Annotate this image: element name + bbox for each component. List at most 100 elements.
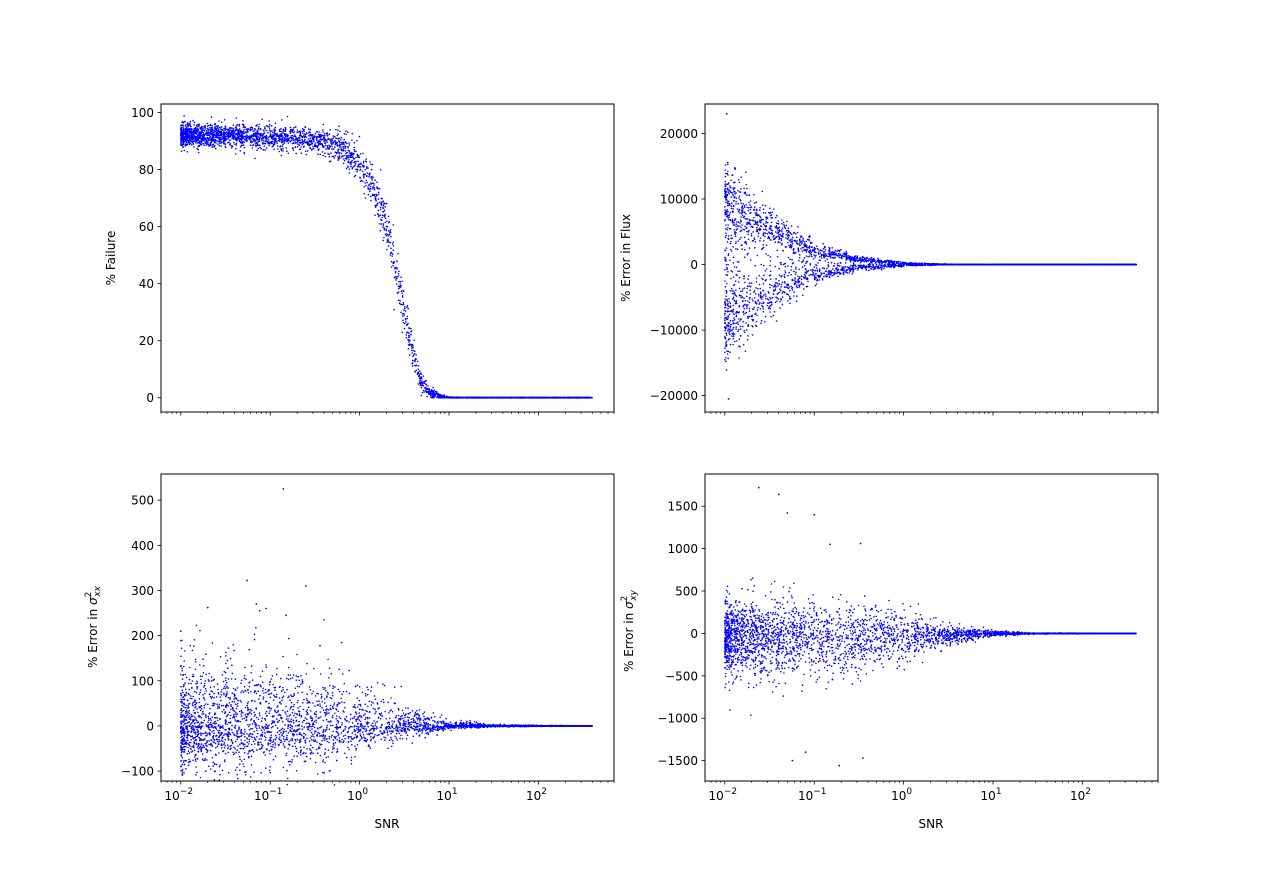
failure-point <box>347 157 349 159</box>
failure-point <box>265 138 267 140</box>
failure-point <box>397 287 400 290</box>
failure-point <box>396 277 398 279</box>
failure-point <box>213 146 216 148</box>
failure-point <box>363 175 365 177</box>
failure-point <box>312 136 315 139</box>
flux-point <box>816 280 818 282</box>
failure-point <box>192 131 195 134</box>
failure-point <box>214 136 217 138</box>
failure-point <box>296 137 299 140</box>
failure-point <box>341 143 343 146</box>
failure-point <box>220 137 222 139</box>
failure-point <box>330 141 332 144</box>
failure-point <box>380 223 383 225</box>
failure-point <box>292 149 295 151</box>
failure-point <box>326 145 329 147</box>
flux-point <box>754 212 756 214</box>
flux-point <box>787 265 789 267</box>
failure-point <box>384 202 386 205</box>
failure-point <box>347 166 349 168</box>
failure-point <box>231 133 234 135</box>
failure-point <box>318 134 321 137</box>
failure-point <box>227 138 229 140</box>
failure-point <box>276 133 279 136</box>
failure-point <box>209 142 212 145</box>
failure-point <box>351 159 353 162</box>
failure-point <box>386 248 388 251</box>
failure-point <box>289 140 292 143</box>
flux-point <box>813 266 816 269</box>
failure-point <box>288 137 291 139</box>
failure-point <box>338 153 341 155</box>
flux-point <box>800 278 803 281</box>
failure-point <box>379 214 382 216</box>
failure-point <box>375 199 377 202</box>
failure-point <box>303 134 305 137</box>
failure-point <box>491 396 493 399</box>
failure-point <box>348 144 351 146</box>
failure-point <box>209 131 212 134</box>
failure-point <box>274 138 277 141</box>
failure-point <box>392 262 394 264</box>
failure-point <box>182 129 185 131</box>
failure-point <box>336 134 339 137</box>
failure-point <box>338 137 341 140</box>
failure-point <box>439 395 441 398</box>
failure-point <box>382 210 385 213</box>
failure-point <box>419 372 422 375</box>
failure-point <box>238 123 241 126</box>
flux-point <box>741 244 743 246</box>
failure-point <box>344 154 346 157</box>
failure-point <box>339 130 341 133</box>
failure-point <box>326 139 328 141</box>
failure-point <box>394 276 397 278</box>
failure-point <box>347 131 349 133</box>
flux-point <box>760 319 763 322</box>
failure-point <box>254 135 257 138</box>
failure-point <box>229 139 231 141</box>
failure-point <box>382 226 384 229</box>
failure-point <box>247 136 249 138</box>
failure-point <box>302 129 305 131</box>
failure-point <box>218 142 221 144</box>
failure-point <box>295 152 298 155</box>
failure-point <box>181 140 184 143</box>
failure-point <box>237 129 239 132</box>
failure-point <box>211 146 213 148</box>
failure-point <box>332 155 335 158</box>
failure-point <box>251 147 254 149</box>
failure-point <box>280 154 283 157</box>
flux-point <box>781 227 784 229</box>
failure-point <box>198 123 200 125</box>
failure-point <box>188 135 191 138</box>
failure-point <box>381 216 383 219</box>
flux-point <box>837 275 839 278</box>
flux-point <box>816 274 819 277</box>
failure-point <box>355 168 357 171</box>
flux-point <box>750 233 753 235</box>
flux-point <box>741 248 743 250</box>
failure-point <box>392 264 395 267</box>
failure-point <box>316 145 319 148</box>
flux-point <box>859 261 862 264</box>
flux-point <box>757 293 760 296</box>
failure-point <box>201 140 203 142</box>
failure-point <box>349 162 352 165</box>
failure-point <box>207 128 210 131</box>
flux-point <box>770 270 772 273</box>
flux-point <box>769 256 772 258</box>
failure-point <box>343 138 346 141</box>
flux-point <box>735 326 737 328</box>
flux-point <box>727 224 729 226</box>
failure-point <box>229 129 232 132</box>
failure-point <box>207 141 209 144</box>
failure-point <box>190 134 192 137</box>
failure-point <box>331 139 334 141</box>
failure-point <box>306 132 308 135</box>
failure-point <box>353 152 355 155</box>
flux-point <box>749 289 751 292</box>
failure-point <box>270 125 273 127</box>
failure-point <box>402 315 404 317</box>
failure-point <box>229 142 231 145</box>
flux-point <box>765 222 767 224</box>
